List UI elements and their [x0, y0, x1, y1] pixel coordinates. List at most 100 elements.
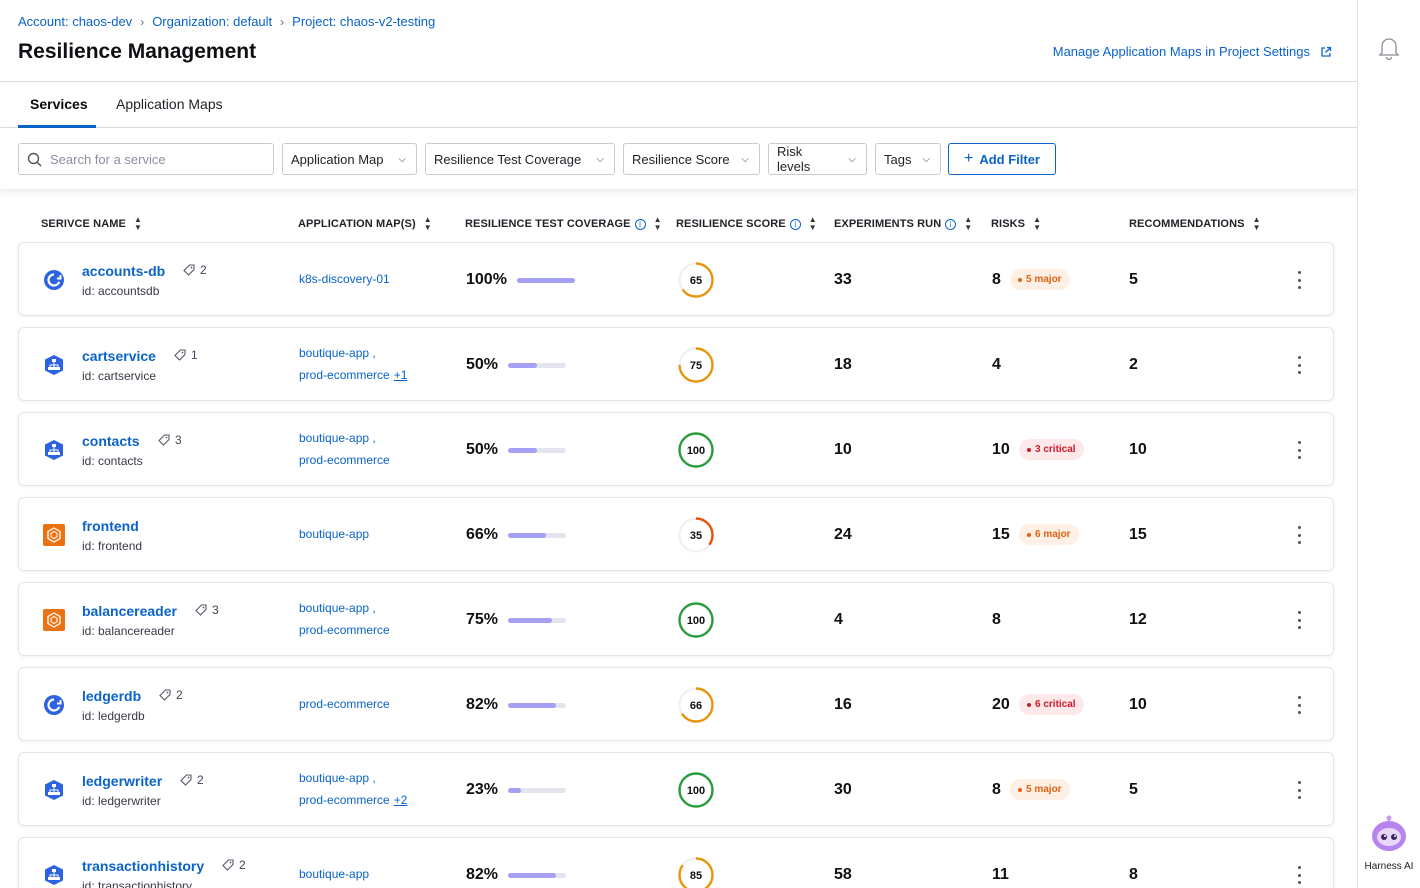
- service-name-link[interactable]: contacts: [82, 433, 140, 449]
- search-icon: [27, 152, 42, 166]
- application-map-link[interactable]: k8s-discovery-01: [299, 272, 390, 286]
- resilience-score-ring: 35: [678, 517, 714, 553]
- application-map-link[interactable]: prod-ecommerce: [299, 623, 390, 637]
- application-map-link[interactable]: prod-ecommerce: [299, 453, 390, 467]
- more-options-icon[interactable]: [1293, 441, 1305, 459]
- tag-count[interactable]: 2: [222, 858, 246, 872]
- manage-application-maps-link[interactable]: Manage Application Maps in Project Setti…: [1053, 44, 1332, 59]
- add-filter-button[interactable]: + Add Filter: [948, 143, 1056, 175]
- application-map-link[interactable]: boutique-app: [299, 867, 369, 881]
- resilience-score-ring: 100: [678, 602, 714, 638]
- coverage-bar: [508, 448, 566, 453]
- tag-count[interactable]: 1: [174, 348, 198, 362]
- coverage-bar: [508, 363, 566, 368]
- score-value: 100: [687, 445, 705, 457]
- application-map-link[interactable]: boutique-app ,: [299, 771, 376, 785]
- column-recommendations[interactable]: RECOMMENDATIONS ▲ ▼: [1129, 216, 1261, 232]
- more-options-icon[interactable]: [1293, 781, 1305, 799]
- column-service-name[interactable]: SERIVCE NAME ▲ ▼: [41, 216, 142, 232]
- info-icon[interactable]: i: [789, 218, 801, 230]
- recommendations-value: 10: [1129, 696, 1147, 713]
- service-name-link[interactable]: cartservice: [82, 348, 156, 364]
- tag-count[interactable]: 2: [183, 263, 207, 277]
- service-id: id: contacts: [82, 454, 143, 468]
- more-options-icon[interactable]: [1293, 611, 1305, 629]
- column-coverage[interactable]: RESILIENCE TEST COVERAGE i ▲ ▼: [465, 216, 662, 232]
- sort-icon: ▲ ▼: [1033, 215, 1042, 232]
- score-value: 66: [690, 700, 702, 712]
- more-options-icon[interactable]: [1293, 271, 1305, 289]
- table-row[interactable]: cartservice id: cartservice boutique-app ,…: [18, 327, 1334, 401]
- application-map-link[interactable]: boutique-app ,: [299, 346, 376, 360]
- breadcrumb-project[interactable]: Project: chaos-v2-testing: [292, 14, 436, 29]
- application-map-link[interactable]: boutique-app ,: [299, 431, 376, 445]
- breadcrumb-org[interactable]: Organization: default: [152, 14, 273, 29]
- search-input[interactable]: [50, 151, 250, 167]
- search-box[interactable]: [18, 143, 274, 175]
- table-row[interactable]: frontend id: frontend boutique-app 66% 35 24 1…: [18, 497, 1334, 571]
- coverage-bar-fill: [508, 618, 552, 623]
- risk-level-badge: 5 major: [1010, 269, 1070, 290]
- tab-application-maps[interactable]: Application Maps: [116, 96, 223, 112]
- right-sidebar: Harness AI: [1358, 0, 1420, 888]
- resilience-test-coverage-dropdown[interactable]: Resilience Test Coverage ⌵: [425, 143, 615, 175]
- column-score[interactable]: RESILIENCE SCORE i ▲ ▼: [676, 216, 817, 232]
- tag-count[interactable]: 2: [180, 773, 204, 787]
- service-name-link[interactable]: frontend: [82, 518, 139, 534]
- column-risks[interactable]: RISKS ▲ ▼: [991, 216, 1041, 232]
- breadcrumb-account[interactable]: Account: chaos-dev: [18, 14, 133, 29]
- table-row[interactable]: transactionhistory id: transactionhistory…: [18, 837, 1334, 888]
- application-map-link[interactable]: prod-ecommerce +1: [299, 368, 407, 382]
- column-application-maps[interactable]: APPLICATION MAP(S) ▲ ▼: [298, 216, 432, 232]
- info-icon[interactable]: i: [945, 218, 957, 230]
- table-row[interactable]: ledgerdb id: ledgerdb prod-ecommerce 82% 66 1…: [18, 667, 1334, 741]
- service-name-link[interactable]: ledgerdb: [82, 688, 142, 704]
- table-row[interactable]: contacts id: contacts boutique-app , prod-e…: [18, 412, 1334, 486]
- more-options-icon[interactable]: [1293, 526, 1305, 544]
- harness-ai-button[interactable]: Harness AI: [1358, 812, 1420, 872]
- badge-dot-icon: [1027, 702, 1031, 707]
- info-icon[interactable]: i: [634, 218, 646, 230]
- application-map-name: prod-ecommerce: [299, 623, 390, 637]
- service-name-link[interactable]: balancereader: [82, 603, 177, 619]
- application-map-dropdown[interactable]: Application Map ⌵: [282, 143, 417, 175]
- bell-icon[interactable]: [1378, 36, 1400, 60]
- table-row[interactable]: accounts-db id: accountsdb k8s-discovery-0…: [18, 242, 1334, 316]
- application-map-link[interactable]: prod-ecommerce +2: [299, 793, 407, 807]
- more-options-icon[interactable]: [1293, 696, 1305, 714]
- column-experiments[interactable]: EXPERIMENTS RUN i ▲ ▼: [834, 216, 972, 232]
- more-options-icon[interactable]: [1293, 356, 1305, 374]
- tag-count[interactable]: 2: [159, 688, 183, 702]
- service-id: id: frontend: [82, 539, 143, 553]
- application-map-link[interactable]: boutique-app: [299, 527, 369, 541]
- filter-bar: Application Map ⌵ Resilience Test Covera…: [0, 128, 1358, 190]
- score-ring-arc: [678, 432, 714, 468]
- resilience-score-dropdown[interactable]: Resilience Score ⌵: [623, 143, 760, 175]
- application-map-name: boutique-app ,: [299, 771, 376, 785]
- service-name-link[interactable]: ledgerwriter: [82, 773, 163, 789]
- dropdown-label: Risk levels: [777, 144, 811, 174]
- score-value: 65: [690, 275, 702, 287]
- tag-icon: [222, 859, 234, 871]
- service-name-link[interactable]: transactionhistory: [82, 858, 205, 874]
- more-options-icon[interactable]: [1293, 866, 1305, 884]
- k8s-hex-icon: [43, 864, 65, 886]
- coverage-bar: [517, 278, 575, 283]
- table-row[interactable]: ledgerwriter id: ledgerwriter boutique-app…: [18, 752, 1334, 826]
- table-row[interactable]: balancereader id: balancereader boutique-a…: [18, 582, 1334, 656]
- application-map-link[interactable]: prod-ecommerce: [299, 697, 390, 711]
- tab-services[interactable]: Services: [30, 96, 88, 112]
- risks-value: 20: [992, 696, 1010, 713]
- application-map-link[interactable]: boutique-app ,: [299, 601, 376, 615]
- active-tab-indicator: [18, 125, 96, 128]
- service-name-link[interactable]: accounts-db: [82, 263, 166, 279]
- tags-dropdown[interactable]: Tags ⌵: [875, 143, 941, 175]
- score-ring-arc: [678, 262, 714, 298]
- tag-count-value: 1: [191, 348, 198, 362]
- more-maps-link[interactable]: +2: [393, 793, 408, 807]
- risk-levels-dropdown[interactable]: Risk levels ⌵: [768, 143, 867, 175]
- more-maps-link[interactable]: +1: [393, 368, 408, 382]
- tag-count[interactable]: 3: [158, 433, 182, 447]
- tag-count-value: 2: [197, 773, 204, 787]
- tag-count[interactable]: 3: [195, 603, 219, 617]
